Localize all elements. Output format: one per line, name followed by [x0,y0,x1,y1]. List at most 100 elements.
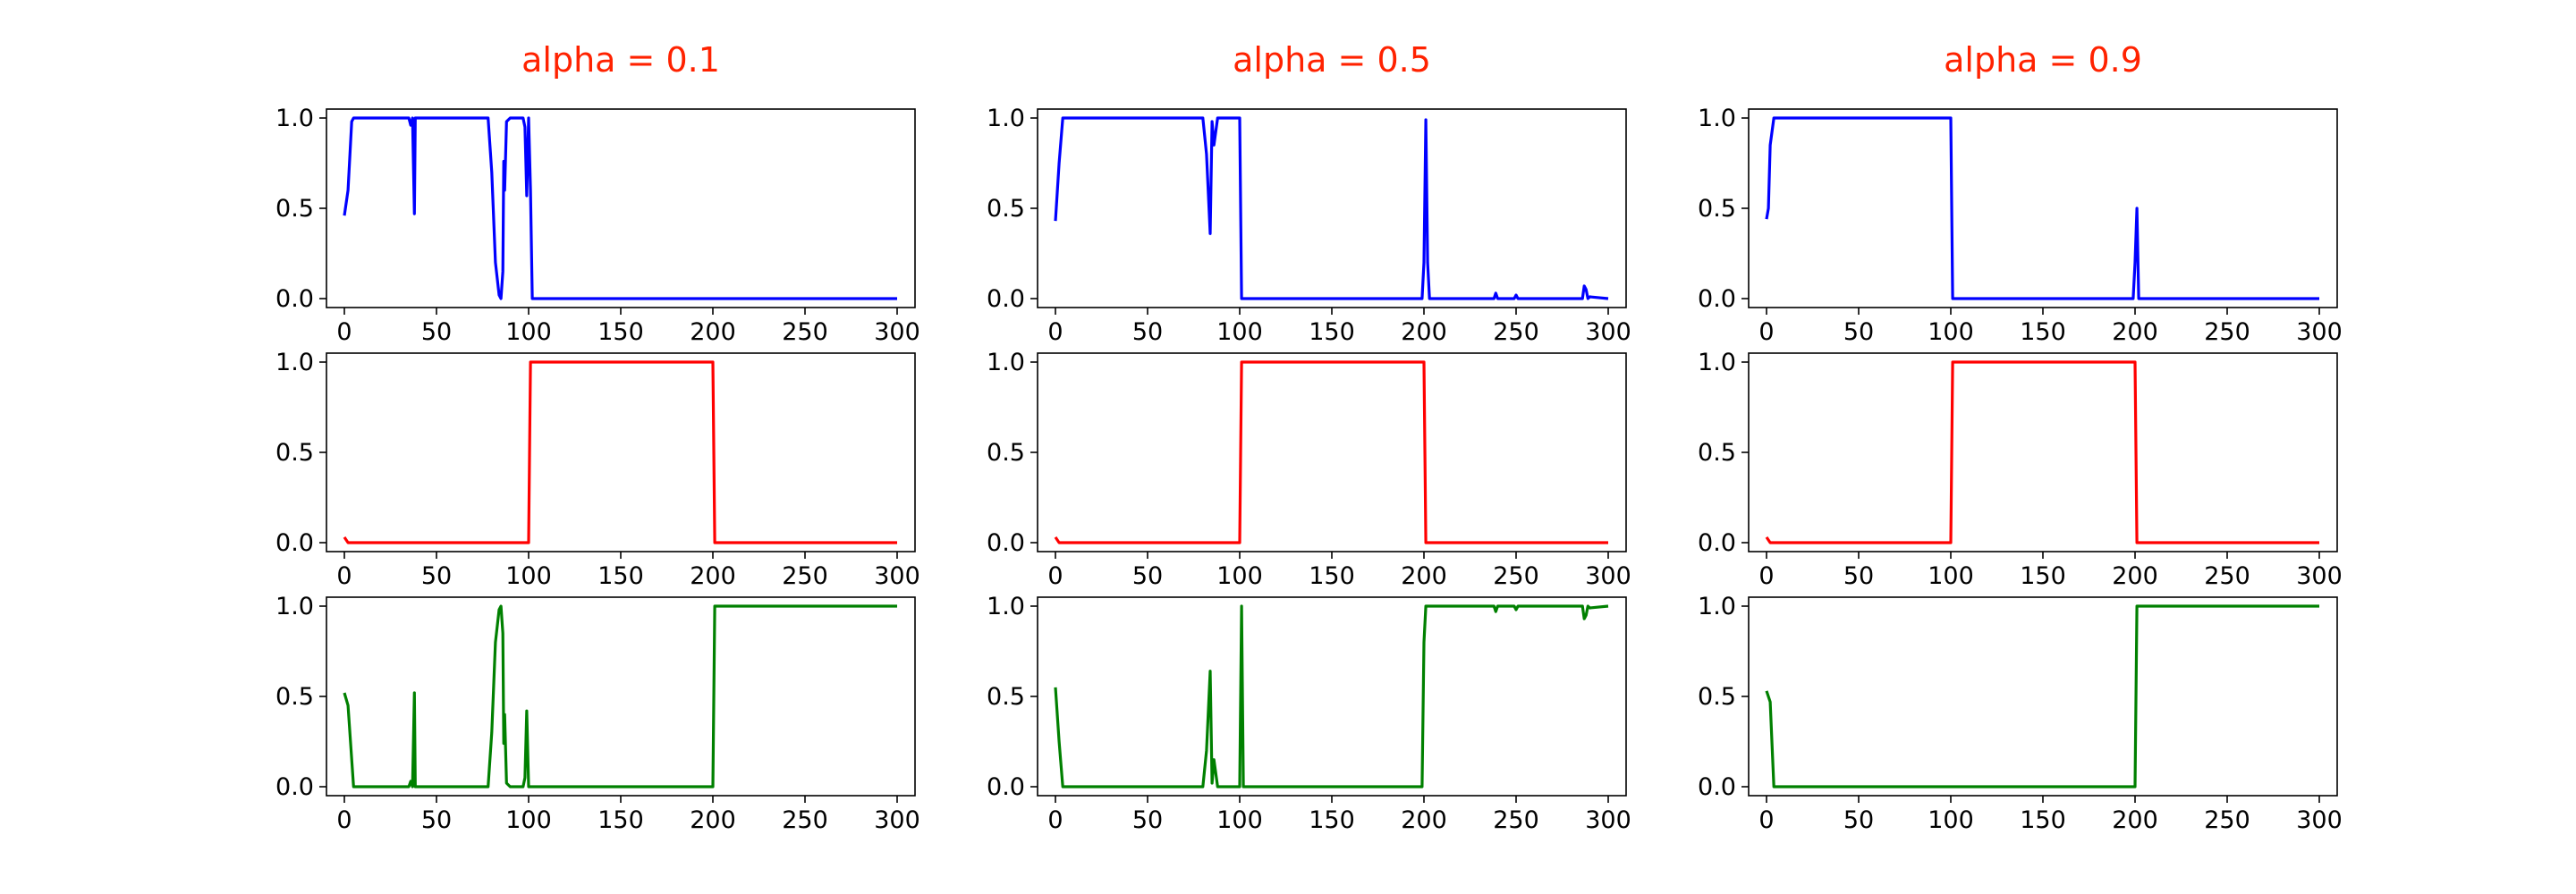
subplot-bottom-1: 0 50 100 150 200 250 300 0.0 0.5 1.0 [275,593,920,834]
x-tick-label: 200 [2112,806,2158,834]
x-tick-label: 250 [2204,562,2250,590]
x-tick-label: 50 [1843,562,1874,590]
x-tick-label: 50 [1132,806,1163,834]
y-tick-label: 0.0 [275,773,314,801]
x-tick-label: 150 [1309,318,1355,346]
subplot-middle-1: 0 50 100 150 200 250 300 0.0 0.5 1.0 [275,349,920,590]
series-line-green [1765,604,2319,789]
subplot-top-3: 0 50 100 150 200 250 300 0.0 0.5 1.0 [1698,105,2343,346]
x-tick-label: 250 [782,562,828,590]
x-tick-label: 250 [2204,318,2250,346]
x-tick-label: 100 [1928,806,1974,834]
y-tick-label: 0.5 [1698,439,1736,467]
series-line-red [343,360,897,544]
y-tick-label: 1.0 [987,593,1025,620]
x-tick-label: 250 [782,318,828,346]
chart-title: alpha = 0.1 [521,40,720,80]
y-tick-label: 1.0 [275,105,314,132]
x-tick-label: 150 [597,806,644,834]
subplot-bottom-3: 0 50 100 150 200 250 300 0.0 0.5 1.0 [1698,593,2343,834]
x-tick-label: 150 [2020,806,2066,834]
y-tick-label: 0.5 [987,195,1025,223]
y-tick-label: 1.0 [275,593,314,620]
y-tick-label: 0.5 [275,439,314,467]
series-line-blue [1765,116,2319,300]
x-tick-label: 250 [1493,318,1539,346]
y-tick-label: 0.5 [275,195,314,223]
x-tick-label: 150 [2020,562,2066,590]
x-tick-label: 0 [336,562,352,590]
y-tick-label: 1.0 [987,349,1025,376]
x-tick-label: 300 [1585,562,1631,590]
y-tick-label: 0.0 [1698,529,1736,557]
y-tick-label: 0.5 [275,683,314,711]
x-tick-label: 200 [2112,318,2158,346]
x-tick-label: 100 [505,562,552,590]
x-tick-label: 200 [690,318,736,346]
x-tick-label: 200 [1401,806,1447,834]
y-tick-label: 1.0 [1698,593,1736,620]
x-tick-label: 50 [1132,318,1163,346]
x-tick-label: 50 [1843,806,1874,834]
x-tick-label: 100 [1216,806,1263,834]
x-tick-label: 0 [1758,806,1774,834]
y-tick-label: 1.0 [275,349,314,376]
series-line-blue [343,116,897,300]
y-tick-label: 1.0 [1698,105,1736,132]
chart-title: alpha = 0.9 [1944,40,2142,80]
x-tick-label: 300 [874,318,920,346]
x-tick-label: 300 [874,806,920,834]
x-tick-label: 0 [1758,318,1774,346]
x-tick-label: 250 [1493,806,1539,834]
x-tick-label: 300 [2296,806,2343,834]
x-tick-label: 150 [597,562,644,590]
y-tick-label: 1.0 [987,105,1025,132]
x-tick-label: 300 [1585,318,1631,346]
x-tick-label: 100 [505,806,552,834]
y-tick-label: 0.0 [987,285,1025,313]
x-tick-label: 0 [336,318,352,346]
x-tick-label: 50 [1843,318,1874,346]
y-tick-label: 0.0 [275,529,314,557]
x-tick-label: 150 [2020,318,2066,346]
y-tick-label: 0.5 [987,439,1025,467]
y-tick-label: 0.0 [1698,773,1736,801]
x-tick-label: 100 [1928,562,1974,590]
x-tick-label: 300 [2296,562,2343,590]
chart-title: alpha = 0.5 [1233,40,1431,80]
x-tick-label: 250 [2204,806,2250,834]
x-tick-label: 200 [1401,562,1447,590]
subplot-grid: alpha = 0.1 0 50 100 150 200 250 300 0.0 0.5 1.0 0 5… [275,40,2343,834]
subplot-middle-2: 0 50 100 150 200 250 300 0.0 0.5 1.0 [987,349,1631,590]
x-tick-label: 200 [690,562,736,590]
subplot-bottom-2: 0 50 100 150 200 250 300 0.0 0.5 1.0 [987,593,1631,834]
x-tick-label: 100 [1928,318,1974,346]
subplot-middle-3: 0 50 100 150 200 250 300 0.0 0.5 1.0 [1698,349,2343,590]
y-tick-label: 0.0 [1698,285,1736,313]
series-line-red [1765,360,2319,544]
y-tick-label: 0.5 [987,683,1025,711]
x-tick-label: 50 [1132,562,1163,590]
x-tick-label: 250 [1493,562,1539,590]
subplot-top-1: 0 50 100 150 200 250 300 0.0 0.5 1.0 [275,105,920,346]
series-line-blue [1054,116,1609,300]
x-tick-label: 200 [690,806,736,834]
x-tick-label: 0 [1047,562,1063,590]
y-tick-label: 0.0 [987,529,1025,557]
x-tick-label: 150 [1309,562,1355,590]
x-tick-label: 50 [421,806,452,834]
x-tick-label: 0 [1047,318,1063,346]
x-tick-label: 300 [2296,318,2343,346]
y-tick-label: 1.0 [1698,349,1736,376]
x-tick-label: 100 [1216,318,1263,346]
x-tick-label: 50 [421,318,452,346]
x-tick-label: 150 [597,318,644,346]
y-tick-label: 0.0 [987,773,1025,801]
series-line-green [343,604,897,789]
x-tick-label: 0 [1047,806,1063,834]
y-tick-label: 0.0 [275,285,314,313]
x-tick-label: 0 [336,806,352,834]
x-tick-label: 300 [1585,806,1631,834]
y-tick-label: 0.5 [1698,195,1736,223]
